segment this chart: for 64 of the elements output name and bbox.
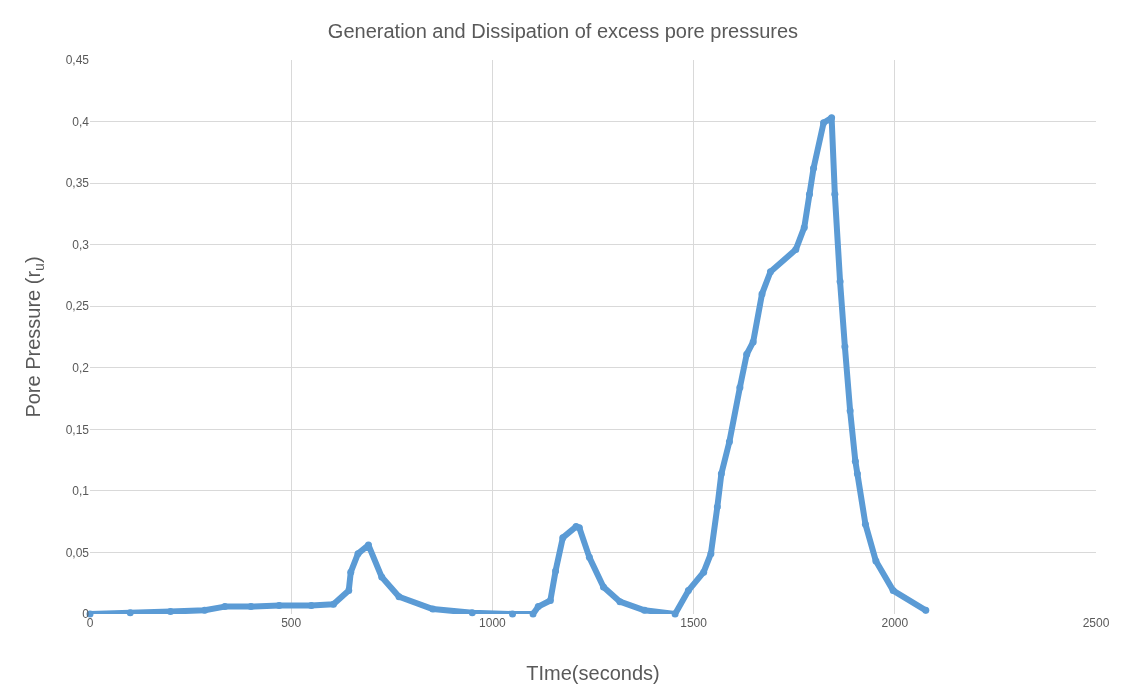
y-tick-label: 0,05 bbox=[65, 545, 90, 560]
point bbox=[509, 610, 517, 618]
point bbox=[684, 587, 692, 595]
point bbox=[354, 550, 362, 558]
point bbox=[126, 609, 134, 617]
point bbox=[707, 550, 715, 558]
point bbox=[221, 603, 229, 611]
x-axis-title: TIme(seconds) bbox=[526, 662, 660, 684]
x-tick-label: 2500 bbox=[1082, 616, 1110, 630]
point bbox=[820, 119, 828, 127]
point bbox=[534, 603, 542, 611]
point bbox=[743, 350, 751, 358]
point bbox=[805, 190, 813, 198]
point bbox=[585, 553, 593, 561]
point bbox=[345, 587, 353, 595]
point bbox=[559, 534, 567, 542]
y-tick-label: 0,25 bbox=[65, 299, 90, 314]
point bbox=[395, 593, 403, 601]
point bbox=[717, 470, 725, 478]
point bbox=[201, 606, 209, 614]
point bbox=[307, 601, 315, 609]
point bbox=[853, 470, 861, 478]
point bbox=[529, 610, 537, 618]
y-tick-label: 0,4 bbox=[72, 114, 90, 129]
chart-title: Generation and Dissipation of excess pore pressures bbox=[327, 19, 799, 42]
y-tick-label: 0,35 bbox=[65, 176, 90, 191]
point bbox=[616, 598, 624, 606]
point bbox=[872, 557, 880, 565]
point bbox=[846, 407, 854, 415]
y-tick-label: 0,3 bbox=[72, 237, 90, 252]
x-tick-label: 500 bbox=[281, 616, 302, 630]
point bbox=[736, 383, 744, 391]
point bbox=[468, 609, 476, 617]
point bbox=[889, 587, 897, 595]
point bbox=[828, 114, 836, 122]
point bbox=[429, 605, 437, 613]
point bbox=[552, 567, 560, 575]
point bbox=[725, 438, 733, 446]
x-tick-label: 1000 bbox=[479, 616, 507, 630]
point bbox=[841, 343, 849, 351]
point bbox=[599, 583, 607, 591]
point bbox=[810, 164, 818, 172]
point bbox=[922, 606, 930, 614]
point bbox=[671, 610, 679, 618]
point bbox=[831, 190, 839, 198]
y-tick-label: 0,2 bbox=[72, 360, 90, 375]
y-tick-label: 0,15 bbox=[65, 422, 90, 437]
point bbox=[166, 608, 174, 616]
point bbox=[792, 246, 800, 254]
point bbox=[758, 290, 766, 298]
point bbox=[378, 573, 386, 581]
point bbox=[641, 606, 649, 614]
point bbox=[247, 603, 255, 611]
point bbox=[749, 338, 757, 346]
point bbox=[836, 278, 844, 286]
x-tick-label: 1500 bbox=[680, 616, 708, 630]
point bbox=[700, 568, 708, 576]
x-tick-label: 2000 bbox=[881, 616, 909, 630]
y-tick-label: 0,45 bbox=[65, 53, 90, 68]
y-tick-label: 0,1 bbox=[72, 484, 90, 499]
point bbox=[766, 268, 774, 276]
point bbox=[347, 568, 355, 576]
point bbox=[275, 601, 283, 609]
point bbox=[329, 600, 337, 608]
